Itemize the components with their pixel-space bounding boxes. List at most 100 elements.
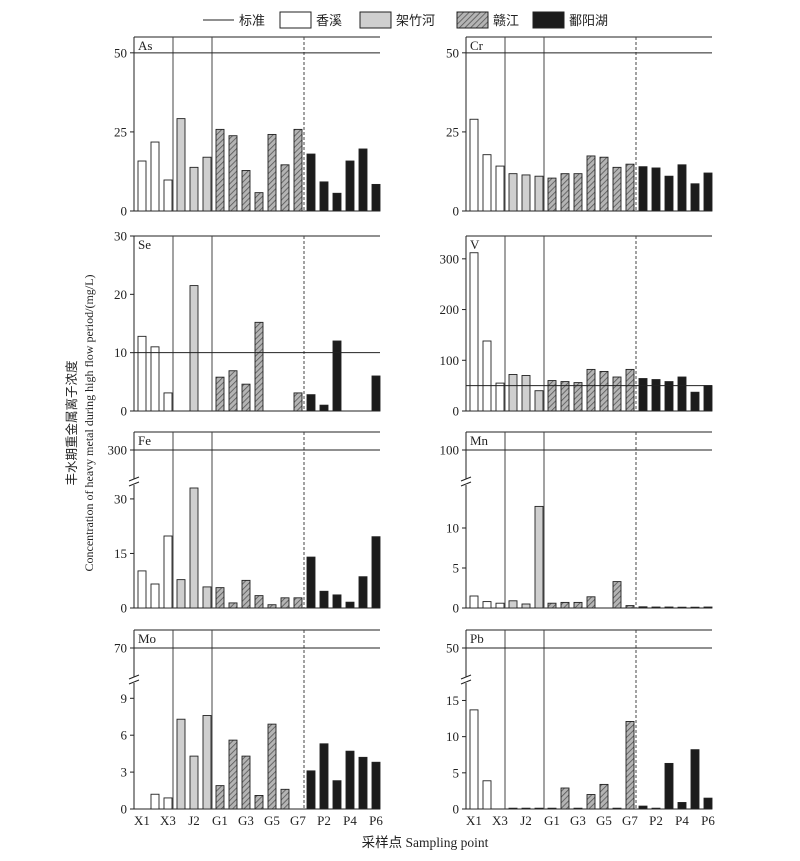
bar-mo-15: [319, 743, 329, 810]
bar-cr-8: [560, 173, 570, 212]
y-tick-label-cr-2: 50: [446, 45, 459, 60]
bar-mn-18: [690, 606, 700, 609]
bar-pb-10: [586, 794, 596, 810]
bar-mo-18: [358, 756, 368, 810]
x-tick-label-2-p2: P2: [649, 813, 663, 828]
x-tick-label-2-p4: P4: [675, 813, 689, 828]
bar-pb-1: [469, 709, 479, 810]
bar-pb-15: [651, 807, 661, 810]
panel-title-mo: Mo: [138, 631, 156, 646]
bar-mn-3: [495, 602, 505, 609]
legend: 标准 香溪 架竹河 赣江 鄱阳湖: [203, 11, 608, 29]
bar-mo-10: [254, 795, 264, 810]
bar-se-9: [241, 383, 251, 412]
bar-mn-15: [651, 606, 661, 609]
y-tick-label-as-1: 25: [114, 124, 127, 139]
y-tick-label-cr-1: 25: [446, 124, 459, 139]
bar-v-5: [521, 375, 531, 412]
bar-as-2: [150, 141, 160, 212]
bar-pb-7: [547, 807, 557, 810]
bar-v-9: [573, 382, 583, 412]
bar-fe-17: [345, 601, 355, 609]
bar-as-9: [241, 170, 251, 212]
bar-cr-17: [677, 164, 687, 212]
bar-as-4: [176, 118, 186, 212]
x-tick-label-2-x3: X3: [492, 813, 508, 828]
bar-fe-8: [228, 602, 238, 609]
panel-cr: 0 25 50 Cr: [446, 36, 713, 219]
bar-se-10: [254, 321, 264, 412]
bar-fe-16: [332, 594, 342, 609]
bar-as-19: [371, 183, 381, 212]
bar-v-1: [469, 252, 479, 412]
bar-mo-8: [228, 739, 238, 810]
bar-fe-15: [319, 590, 329, 609]
y-tick-label-fe-2: 30: [114, 491, 127, 506]
bar-cr-12: [612, 166, 622, 212]
x-tick-label-1-x1: X1: [134, 813, 150, 828]
y-tick-label-v-3: 300: [440, 251, 460, 266]
bar-pb-6: [534, 807, 544, 810]
bar-as-7: [215, 128, 225, 212]
bar-pb-12: [612, 807, 622, 810]
y-axis-label-zh: 丰水期重金属离子浓度: [64, 360, 79, 486]
bar-fe-19: [371, 536, 381, 609]
bar-as-10: [254, 192, 264, 212]
bar-pb-2: [482, 780, 492, 810]
axis-break-gap-mo: [129, 677, 139, 683]
y-tick-label-mn-2: 10: [446, 521, 459, 536]
x-tick-label-2-g7: G7: [622, 813, 638, 828]
bar-cr-9: [573, 173, 583, 212]
bar-pb-4: [508, 807, 518, 810]
legend-swatch-2: [359, 11, 392, 29]
y-tick-label-mo-1: 3: [121, 765, 128, 780]
x-tick-label-1-j2: J2: [188, 813, 200, 828]
bar-pb-17: [677, 802, 687, 810]
y-tick-label-as-0: 0: [121, 204, 128, 219]
panel-mn: 0 5 10 100 Mn: [440, 431, 713, 616]
bar-fe-5: [189, 487, 199, 609]
bar-fe-12: [280, 597, 290, 609]
bar-as-1: [137, 160, 147, 212]
axis-break-mark-a-mo: [128, 674, 140, 680]
y-tick-label-high-mn-0: 100: [440, 443, 460, 458]
y-tick-label-se-0: 0: [121, 404, 128, 419]
y-tick-label-high-pb-0: 50: [446, 641, 459, 656]
bar-se-13: [293, 392, 303, 412]
bar-se-7: [215, 376, 225, 412]
panel-title-as: As: [138, 38, 152, 53]
axis-break-mark-b-fe: [128, 481, 140, 487]
bar-v-17: [677, 376, 687, 412]
bar-fe-18: [358, 576, 368, 609]
x-tick-label-1-p2: P2: [317, 813, 331, 828]
bar-as-12: [280, 164, 290, 212]
y-tick-label-high-mo-0: 70: [114, 641, 127, 656]
panel-v: 0 100 200 300 V: [440, 235, 713, 419]
y-tick-label-as-2: 50: [114, 45, 127, 60]
x-tick-label-1-p6: P6: [369, 813, 383, 828]
bar-cr-13: [625, 163, 635, 212]
x-tick-label-2-g5: G5: [596, 813, 612, 828]
y-tick-label-se-1: 10: [114, 345, 127, 360]
y-tick-label-mn-1: 5: [453, 561, 460, 576]
bar-mn-4: [508, 600, 518, 609]
axis-break-mark-b-pb: [460, 679, 472, 685]
bar-mo-19: [371, 761, 381, 810]
x-tick-label-2-p6: P6: [701, 813, 715, 828]
panel-title-v: V: [470, 237, 480, 252]
legend-label-2: 架竹河: [396, 13, 435, 28]
bar-as-13: [293, 128, 303, 212]
bar-mo-14: [306, 770, 316, 810]
bar-mn-17: [677, 606, 687, 609]
x-tick-label-1-p4: P4: [343, 813, 357, 828]
bar-mn-14: [638, 606, 648, 609]
bar-v-16: [664, 381, 674, 412]
bar-cr-6: [534, 175, 544, 212]
bar-se-1: [137, 335, 147, 412]
bar-mo-9: [241, 755, 251, 810]
y-axis-label-en: Concentration of heavy metal during high…: [82, 275, 96, 572]
bar-v-7: [547, 380, 557, 412]
bar-v-11: [599, 370, 609, 412]
